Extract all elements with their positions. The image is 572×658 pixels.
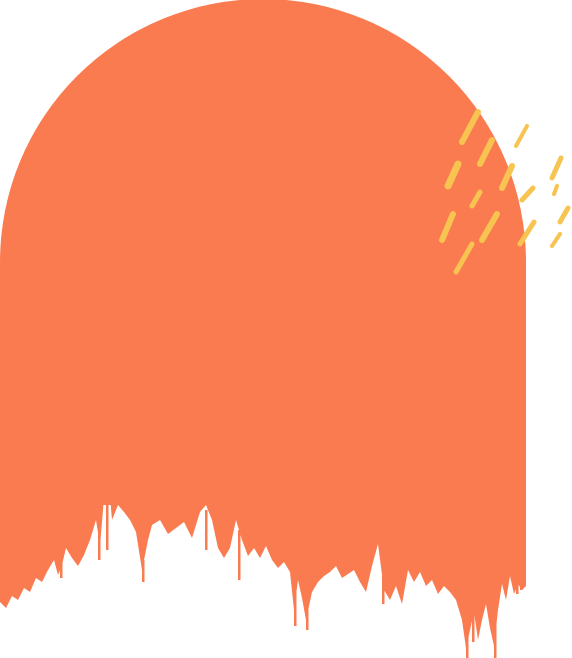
yellow-dash-stroke [479, 211, 500, 243]
arch-brush-drips [60, 490, 523, 658]
yellow-dash-stroke [459, 109, 481, 145]
brush-drip [98, 520, 101, 560]
brush-drip [472, 600, 475, 642]
orange-brush-arch [0, 0, 526, 658]
yellow-dash-stroke [469, 189, 483, 209]
yellow-dash-stroke [519, 185, 536, 203]
brush-drip [520, 560, 523, 590]
arch-brush-fringe [0, 472, 526, 648]
brush-drip [494, 610, 497, 658]
yellow-dash-stroke [499, 163, 515, 191]
arch-body [0, 0, 526, 505]
brush-drip [382, 560, 385, 604]
yellow-dash-stroke [552, 184, 559, 196]
brush-drip [516, 574, 519, 594]
yellow-dash-stroke [453, 241, 475, 275]
yellow-dash-stroke [444, 160, 462, 190]
yellow-dash-stroke [549, 155, 564, 181]
yellow-dash-stroke [439, 211, 456, 243]
brush-drip [142, 560, 145, 582]
brush-drip [294, 590, 297, 626]
yellow-brush-strokes [439, 109, 571, 275]
brush-drip [106, 490, 109, 550]
brush-drip [60, 548, 63, 578]
brush-drip [238, 530, 241, 580]
yellow-dash-stroke [514, 124, 529, 148]
yellow-dash-stroke [557, 205, 571, 225]
brush-drip [205, 510, 208, 550]
yellow-dash-stroke [517, 219, 537, 247]
brush-drip [306, 600, 309, 630]
yellow-dash-stroke [477, 137, 495, 167]
brush-drip [466, 610, 469, 658]
yellow-dash-stroke [550, 232, 562, 248]
